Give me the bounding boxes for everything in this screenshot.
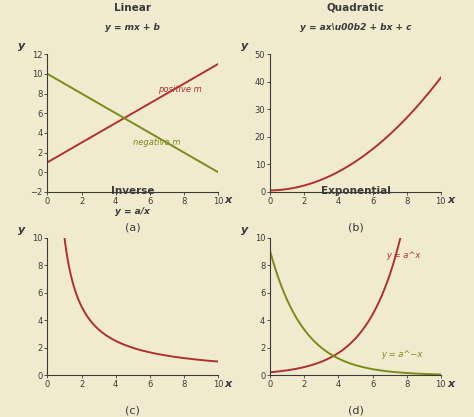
Text: x: x — [225, 379, 232, 389]
Text: x: x — [225, 195, 232, 205]
Text: positive m: positive m — [158, 85, 202, 93]
Text: Quadratic: Quadratic — [327, 3, 384, 13]
Text: (c): (c) — [125, 406, 140, 416]
Text: y: y — [241, 41, 248, 51]
Text: y = mx + b: y = mx + b — [105, 23, 160, 32]
Text: (d): (d) — [347, 406, 364, 416]
Text: y: y — [18, 225, 26, 235]
Text: y: y — [18, 41, 26, 51]
Text: Inverse: Inverse — [111, 186, 155, 196]
Text: Linear: Linear — [114, 3, 151, 13]
Text: y = a^x: y = a^x — [386, 251, 420, 260]
Text: (a): (a) — [125, 222, 140, 232]
Text: y = a/x: y = a/x — [115, 207, 150, 216]
Text: y: y — [241, 225, 248, 235]
Text: Exponential: Exponential — [320, 186, 391, 196]
Text: y = a^−x: y = a^−x — [381, 350, 422, 359]
Text: (b): (b) — [347, 222, 364, 232]
Text: x: x — [447, 379, 455, 389]
Text: negative m: negative m — [133, 138, 180, 147]
Text: y = ax\u00b2 + bx + c: y = ax\u00b2 + bx + c — [300, 23, 411, 32]
Text: x: x — [447, 195, 455, 205]
